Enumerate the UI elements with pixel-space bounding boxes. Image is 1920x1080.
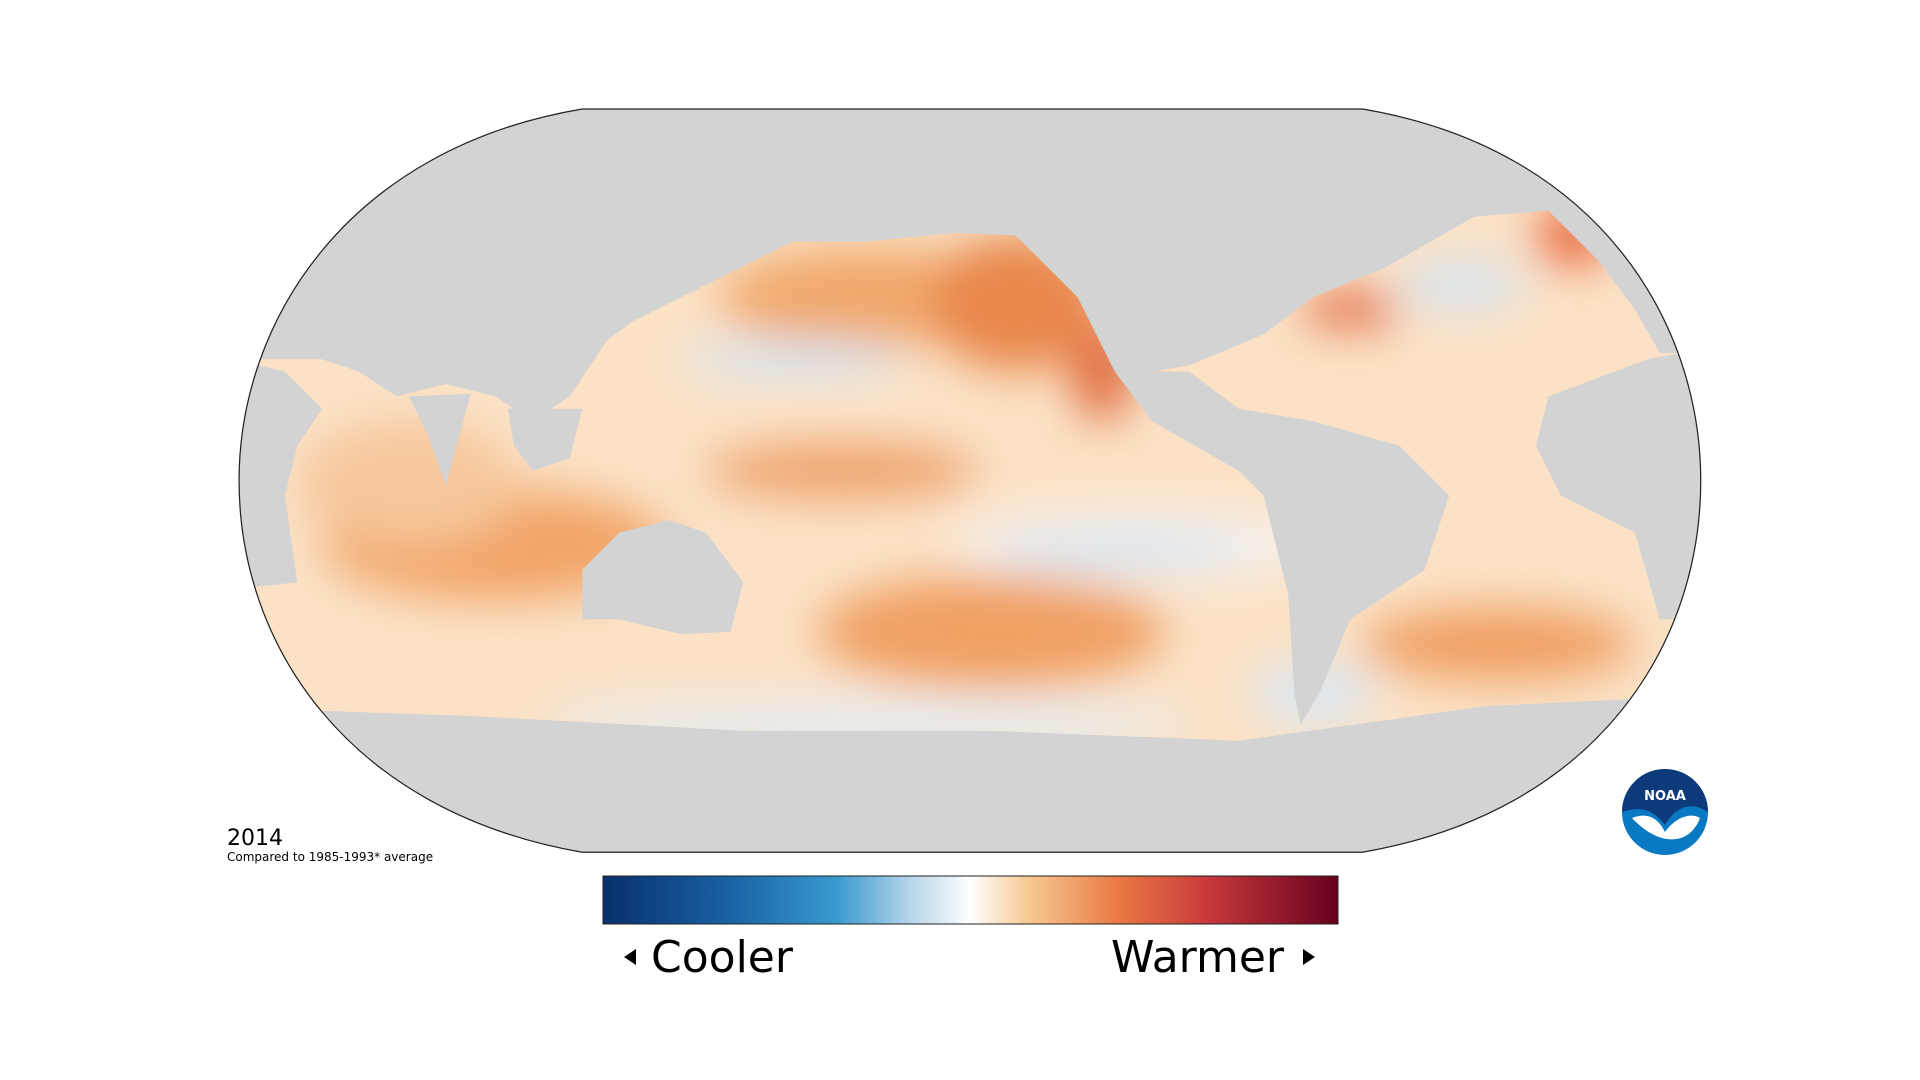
noaa-logo: NOAA	[1622, 769, 1708, 855]
logo-bird	[1632, 815, 1700, 840]
color-bar	[602, 875, 1339, 925]
map-body	[239, 109, 1701, 853]
map	[238, 108, 1702, 853]
logo-top	[1622, 769, 1708, 825]
legend-low: Cooler	[651, 932, 794, 983]
map-outline	[238, 108, 1702, 853]
logo-text: NOAA	[1644, 789, 1686, 804]
legend-high: Warmer	[1111, 932, 1285, 983]
left-arrow	[624, 949, 636, 965]
year-label: 2014	[227, 826, 283, 851]
right-arrow	[1303, 949, 1315, 965]
caption: Compared to 1985-1993* average	[227, 850, 433, 864]
